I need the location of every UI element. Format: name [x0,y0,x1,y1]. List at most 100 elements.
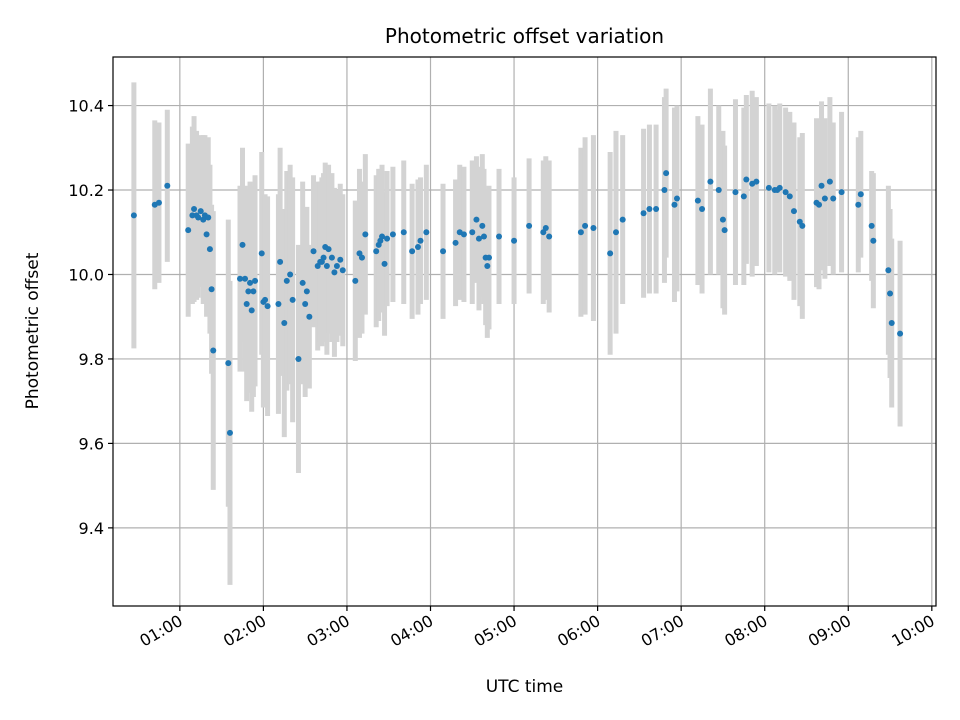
data-point [384,235,391,242]
data-point [612,229,619,236]
y-tick-label: 10.0 [68,265,104,284]
data-point [582,222,589,229]
data-point [164,182,171,189]
data-point [306,313,313,320]
data-point [577,229,584,236]
data-point [328,254,335,261]
data-point [857,191,864,198]
data-point [277,258,284,265]
data-point [302,301,309,308]
data-point [496,233,503,240]
data-point [362,231,369,238]
data-point [264,303,271,310]
data-point [719,216,726,223]
data-point [333,263,340,270]
data-point [526,222,533,229]
data-point [320,254,327,261]
data-point [352,277,359,284]
data-point [619,216,626,223]
data-point [473,216,480,223]
data-point [480,233,487,240]
data-point [275,301,282,308]
y-axis-ticks: 9.4 9.6 9.8 10.0 10.2 10.4 [68,97,113,538]
data-point [661,187,668,194]
data-point [239,241,246,248]
data-point [417,237,424,244]
data-point [546,233,553,240]
y-tick-label: 9.6 [79,434,104,453]
data-point [400,229,407,236]
data-point [423,229,430,236]
data-point [786,193,793,200]
data-point [776,184,783,191]
data-point [485,254,492,261]
data-point [287,271,294,278]
data-point [331,269,338,276]
data-point [155,199,162,206]
data-point [248,307,255,314]
data-point [323,263,330,270]
data-point [189,212,196,219]
y-tick-label: 10.4 [68,97,104,116]
data-point [195,214,202,221]
data-point [310,248,317,255]
data-point [225,360,232,367]
data-point [281,320,288,327]
chart-title: Photometric offset variation [385,24,664,48]
data-point [653,206,660,213]
y-axis-label: Photometric offset [23,252,43,409]
data-points [130,170,904,436]
data-point [887,290,894,297]
data-point [303,288,310,295]
data-point [191,206,198,213]
data-point [888,320,895,327]
data-point [130,212,137,219]
x-axis-label: UTC time [486,677,564,697]
data-point [373,248,380,255]
y-tick-label: 9.8 [79,350,104,369]
data-point [337,256,344,263]
data-point [250,288,257,295]
data-point [818,182,825,189]
data-point [870,237,877,244]
data-point [469,229,476,236]
data-point [185,227,192,234]
data-point [826,178,833,185]
data-point [699,206,706,213]
data-point [484,263,491,270]
data-point [242,275,249,282]
data-point [721,227,728,234]
data-point [542,225,549,232]
data-point [663,170,670,177]
data-point [245,288,252,295]
data-point [868,222,875,229]
data-point [289,296,296,303]
data-point [790,208,797,215]
plot-frame [112,56,937,607]
data-point [821,195,828,202]
data-point [732,189,739,196]
data-point [479,222,486,229]
data-point [782,189,789,196]
data-point [830,195,837,202]
data-point [295,355,302,362]
data-point [247,279,254,286]
data-point [694,197,701,204]
data-point [226,429,233,436]
data-point [511,237,518,244]
data-point [206,246,213,253]
data-point [640,210,647,217]
data-point [838,189,845,196]
data-point [258,250,265,257]
data-point [381,260,388,267]
data-point [452,239,459,246]
y-tick-label: 10.2 [68,181,104,200]
data-point [339,267,346,274]
data-point [414,244,421,251]
data-point [743,176,750,183]
data-point [205,214,212,221]
data-point [765,184,772,191]
data-point [707,178,714,185]
